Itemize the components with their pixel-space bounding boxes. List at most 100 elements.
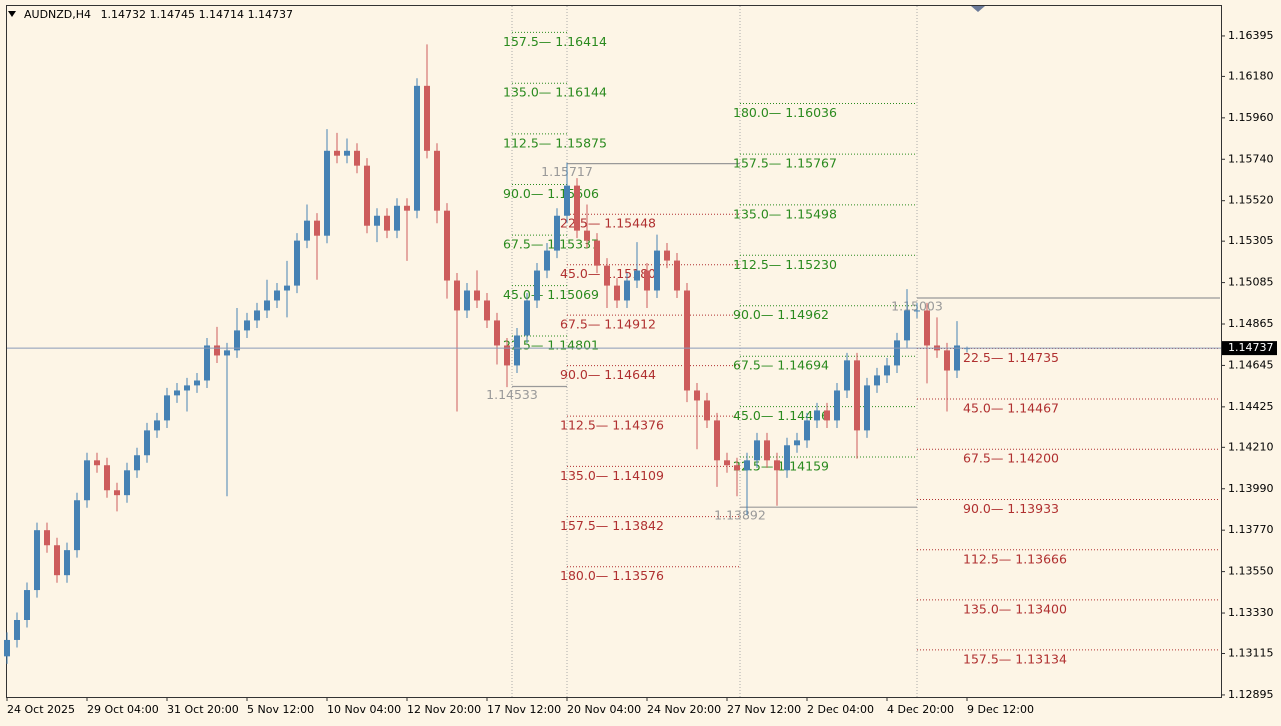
- x-tick-label: 5 Nov 12:00: [247, 703, 314, 716]
- candle-body: [534, 270, 540, 301]
- plot-frame: [6, 5, 1222, 698]
- candle-body: [374, 215, 380, 226]
- candle-body: [804, 420, 810, 441]
- fib-level-label: 67.5— 1.14200: [963, 451, 1059, 466]
- y-tick-label: 1.14645: [1228, 358, 1274, 371]
- candle-body: [524, 300, 530, 336]
- candle-body: [24, 590, 30, 620]
- candle-body: [344, 150, 350, 156]
- candle-body: [74, 500, 80, 551]
- fib-level-label: 180.0— 1.16036: [733, 105, 837, 120]
- candle-body: [64, 550, 70, 576]
- candle-body: [874, 375, 880, 386]
- candle-body: [954, 345, 960, 371]
- x-tick-label: 27 Nov 12:00: [727, 703, 801, 716]
- candle-body: [864, 385, 870, 431]
- candle-body: [184, 385, 190, 391]
- y-tick-label: 1.15305: [1228, 234, 1274, 247]
- candle-body: [454, 280, 460, 311]
- x-tick-label: 10 Nov 04:00: [327, 703, 401, 716]
- y-tick-label: 1.13990: [1228, 482, 1274, 495]
- fib-level-label: 157.5— 1.13134: [963, 651, 1067, 666]
- fib-level-label: 45.0— 1.14426: [733, 408, 829, 423]
- y-tick-label: 1.13115: [1228, 647, 1274, 660]
- candle-body: [744, 460, 750, 471]
- candle-body: [134, 455, 140, 471]
- candle-body: [554, 215, 560, 251]
- candle-body: [84, 460, 90, 501]
- candle-body: [404, 205, 410, 211]
- fib-level-label: 112.5— 1.15875: [503, 135, 607, 150]
- fib-level-label: 45.0— 1.14467: [963, 400, 1059, 415]
- candle-body: [944, 350, 950, 371]
- candle-body: [574, 185, 580, 231]
- candle-body: [44, 530, 50, 546]
- candle-body: [704, 400, 710, 421]
- candle-body: [414, 85, 420, 211]
- candle-body: [654, 250, 660, 291]
- candle-body: [854, 360, 860, 431]
- candle-body: [34, 530, 40, 591]
- candle-body: [664, 250, 670, 261]
- candle-body: [604, 265, 610, 286]
- candle-body: [274, 290, 280, 301]
- candle-body: [104, 465, 110, 491]
- fib-level-label: 157.5— 1.15767: [733, 156, 837, 171]
- close-value: 1.14737: [248, 8, 294, 21]
- candle-body: [54, 545, 60, 576]
- candle-body: [594, 240, 600, 266]
- candle-body: [4, 639, 10, 657]
- candle-body: [834, 390, 840, 421]
- candle-body: [754, 440, 760, 461]
- candle-body: [514, 335, 520, 366]
- candle-body: [764, 440, 770, 461]
- candle-body: [174, 390, 180, 396]
- candle-body: [244, 320, 250, 331]
- fib-level-label: 45.0— 1.15069: [503, 287, 599, 302]
- y-tick-label: 1.13770: [1228, 523, 1274, 536]
- candle-body: [14, 619, 20, 640]
- fib-level-label: 112.5— 1.14376: [560, 418, 664, 433]
- x-tick-label: 4 Dec 20:00: [887, 703, 954, 716]
- y-tick-label: 1.14865: [1228, 317, 1274, 330]
- menu-arrow[interactable]: [8, 11, 16, 17]
- candle-body: [424, 85, 430, 151]
- candle-body: [284, 285, 290, 291]
- y-tick-label: 1.13550: [1228, 565, 1274, 578]
- candle-body: [504, 345, 510, 366]
- candle-body: [194, 380, 200, 386]
- candle-body: [494, 320, 500, 346]
- y-tick-label: 1.14210: [1228, 440, 1274, 453]
- x-tick-label: 12 Nov 20:00: [407, 703, 481, 716]
- fib-level-label: 135.0— 1.13400: [963, 601, 1067, 616]
- candle-body: [644, 270, 650, 291]
- current-price-box: [1222, 341, 1277, 356]
- candle-body: [824, 410, 830, 421]
- fib-level-label: 112.5— 1.15230: [733, 257, 837, 272]
- candle-body: [924, 310, 930, 346]
- x-tick-label: 24 Oct 2025: [7, 703, 75, 716]
- candle-body: [474, 290, 480, 301]
- shift-marker: [971, 6, 985, 12]
- symbol: AUDNZD,H4: [24, 8, 91, 21]
- x-tick-label: 2 Dec 04:00: [807, 703, 874, 716]
- x-tick-label: 20 Nov 04:00: [567, 703, 641, 716]
- candle-body: [234, 330, 240, 351]
- y-tick-label: 1.15740: [1228, 152, 1274, 165]
- candle-body: [354, 150, 360, 166]
- candle-body: [124, 470, 130, 496]
- fib-base-label: 1.13892: [714, 508, 766, 523]
- candle-body: [444, 210, 450, 281]
- fib-level-label: 180.0— 1.13576: [560, 568, 664, 583]
- candle-body: [774, 460, 780, 471]
- candle-body: [884, 365, 890, 376]
- candle-body: [794, 440, 800, 446]
- candle-body: [364, 165, 370, 226]
- candle-body: [584, 230, 590, 241]
- open-value: 1.14732: [101, 8, 147, 21]
- candle-body: [324, 150, 330, 236]
- high-value: 1.14745: [150, 8, 196, 21]
- candle-body: [614, 285, 620, 301]
- low-value: 1.14714: [199, 8, 245, 21]
- fib-base-label: 1.14533: [486, 387, 538, 402]
